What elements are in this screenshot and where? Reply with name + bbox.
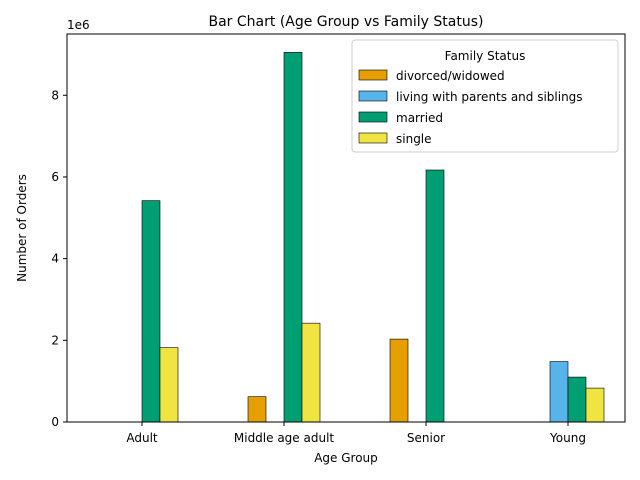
x-axis: Adult Middle age adult Senior Young: [126, 422, 586, 445]
legend-items: divorced/widowed living with parents and …: [358, 69, 583, 146]
bar-middle-age-adult-single: [301, 322, 321, 423]
legend-label: divorced/widowed: [396, 69, 505, 83]
y-tick-label: 2: [51, 333, 59, 347]
x-tick-label: Adult: [126, 431, 158, 445]
y-tick-label: 8: [51, 88, 59, 102]
x-tick-label: Young: [549, 431, 586, 445]
legend-title: Family Status: [445, 49, 526, 63]
bar-young-living-with-parents-and-siblings: [549, 361, 569, 423]
bar-adult-single: [159, 347, 179, 423]
legend-label: single: [396, 132, 432, 146]
bar-senior-married: [425, 169, 445, 423]
legend-label: living with parents and siblings: [396, 90, 583, 104]
bar-adult-married: [141, 200, 161, 423]
legend-box: [351, 39, 619, 153]
x-tick-label: Middle age adult: [234, 431, 335, 445]
y-axis-label: Number of Orders: [15, 174, 29, 282]
y-axis: 0 2 4 6 8: [51, 88, 67, 429]
legend-swatch: [358, 69, 388, 81]
y-tick-label: 6: [51, 170, 59, 184]
x-tick-label: Senior: [407, 431, 445, 445]
legend-swatch: [358, 111, 388, 123]
plot-frame: [66, 33, 626, 423]
legend-swatch: [358, 90, 388, 102]
legend-swatch: [358, 132, 388, 144]
chart-title: Bar Chart (Age Group vs Family Status): [209, 14, 484, 30]
y-scale-label: 1e6: [67, 18, 90, 32]
bar-young-single: [585, 387, 605, 423]
x-axis-label: Age Group: [314, 451, 378, 465]
legend: Family Status divorced/widowed living wit…: [351, 39, 619, 153]
y-tick-label: 4: [51, 252, 59, 266]
bar-senior-divorced-widowed: [389, 338, 409, 423]
bar-middle-age-adult-married: [283, 52, 303, 423]
legend-label: married: [396, 111, 443, 125]
bar-young-married: [567, 376, 587, 423]
bars-group: [141, 52, 605, 423]
bar-middle-age-adult-divorced-widowed: [247, 396, 267, 423]
y-tick-label: 0: [51, 415, 59, 429]
